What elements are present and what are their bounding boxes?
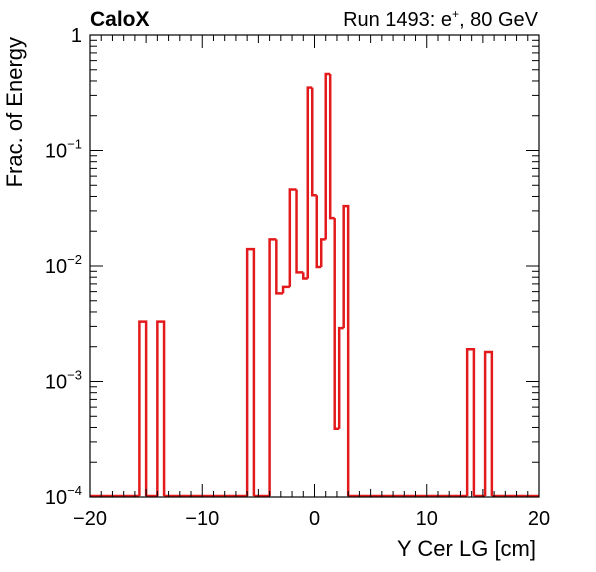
run-label: Run 1493: e+, 80 GeV xyxy=(343,7,539,31)
axis-ticks xyxy=(89,34,540,498)
histogram-bin xyxy=(328,73,335,220)
histogram-bin xyxy=(295,189,304,274)
histogram-bin xyxy=(311,87,317,197)
histogram-bin xyxy=(288,188,297,287)
histogram-bin xyxy=(245,247,256,496)
y-tick-label: 10−3 xyxy=(45,368,82,394)
histogram-bin xyxy=(138,320,148,496)
y-axis-title: Frac. of Energy xyxy=(2,37,27,187)
x-axis-title: Y Cer LG [cm] xyxy=(397,536,536,561)
histogram-bin xyxy=(342,204,350,496)
histogram-bin xyxy=(268,238,277,496)
x-tick-label: −20 xyxy=(73,508,107,530)
histogram-bin xyxy=(306,86,313,279)
histogram-bin xyxy=(156,320,166,496)
brand-label: CaloX xyxy=(90,8,150,31)
y-tick-label: 10−2 xyxy=(45,252,82,278)
y-tick-label: 10−1 xyxy=(45,137,82,163)
histogram-bin xyxy=(302,272,308,280)
histogram-bin xyxy=(324,72,331,240)
y-tick-label: 1 xyxy=(71,25,82,47)
histogram-bin xyxy=(465,348,476,496)
x-tick-label: −10 xyxy=(185,508,219,530)
tick-labels: −20 −10 0 10 20 1 10−1 10−2 10−3 10−4 xyxy=(45,25,550,530)
histogram-bin xyxy=(337,326,344,429)
x-tick-label: 0 xyxy=(309,508,320,530)
x-tick-label: 20 xyxy=(528,508,550,530)
x-tick-label: 10 xyxy=(416,508,438,530)
histogram-bin xyxy=(483,350,494,496)
histogram-bin xyxy=(315,195,322,269)
y-tick-label: 10−4 xyxy=(45,483,82,509)
histogram-bin xyxy=(275,239,284,295)
histogram-bin xyxy=(333,218,340,430)
histogram-bin xyxy=(281,285,290,294)
histogram-bins xyxy=(90,72,539,498)
histogram-bin xyxy=(319,238,326,268)
